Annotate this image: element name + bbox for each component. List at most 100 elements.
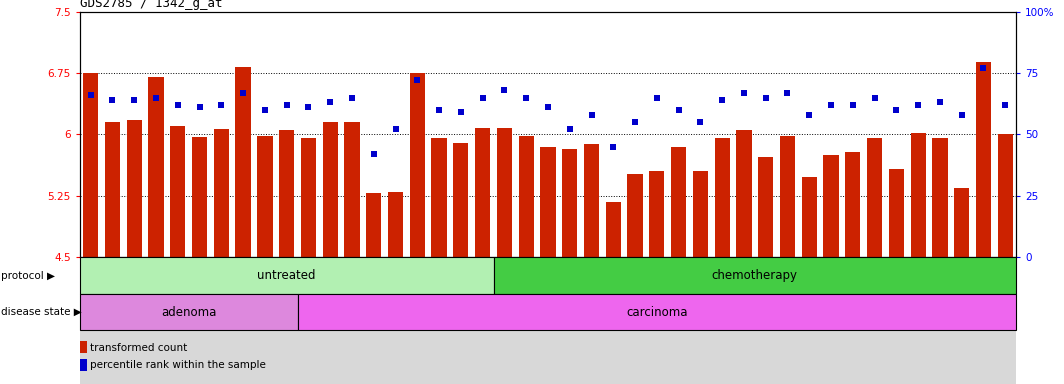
Bar — [867, 139, 882, 257]
Bar — [170, 126, 185, 257]
Bar — [80, 359, 87, 371]
Bar — [366, 194, 381, 257]
Bar — [649, 171, 664, 257]
Bar — [562, 149, 578, 257]
Bar — [105, 122, 120, 257]
Point — [866, 94, 883, 101]
Text: GDS2785 / 1342_g_at: GDS2785 / 1342_g_at — [80, 0, 222, 10]
Point — [452, 109, 469, 115]
Text: disease state ▶: disease state ▶ — [1, 307, 82, 317]
Bar — [497, 128, 512, 257]
Bar — [736, 130, 751, 257]
Point — [126, 97, 143, 103]
Point — [845, 102, 862, 108]
Bar — [322, 122, 338, 257]
Point — [801, 112, 818, 118]
Point — [104, 97, 121, 103]
Text: transformed count: transformed count — [90, 343, 187, 353]
Point — [953, 112, 970, 118]
Bar — [911, 133, 926, 257]
Point — [822, 102, 839, 108]
Bar — [605, 202, 621, 257]
Point — [627, 119, 644, 125]
Bar — [83, 73, 98, 257]
Bar — [824, 155, 838, 257]
Bar — [671, 147, 686, 257]
Bar — [518, 136, 534, 257]
Bar — [235, 67, 251, 257]
Bar — [80, 257, 494, 294]
Bar — [494, 257, 1016, 294]
Bar — [214, 129, 229, 257]
Bar — [388, 192, 403, 257]
Point — [779, 89, 796, 96]
Point — [234, 89, 251, 96]
Point — [148, 94, 165, 101]
Bar — [758, 157, 774, 257]
Point — [648, 94, 665, 101]
Text: protocol ▶: protocol ▶ — [1, 270, 55, 281]
Bar — [80, 294, 298, 330]
Bar — [541, 147, 555, 257]
Point — [496, 87, 513, 93]
Point — [997, 102, 1014, 108]
Bar — [80, 341, 87, 354]
Text: adenoma: adenoma — [161, 306, 216, 318]
Point — [583, 112, 600, 118]
Point — [409, 77, 426, 83]
Point — [387, 126, 404, 132]
Bar — [192, 137, 207, 257]
Bar — [301, 139, 316, 257]
Point — [256, 107, 273, 113]
Point — [192, 104, 209, 111]
Bar — [693, 171, 708, 257]
Bar — [475, 128, 491, 257]
Point — [300, 104, 317, 111]
Bar — [801, 177, 817, 257]
Point — [475, 94, 492, 101]
Bar — [888, 169, 904, 257]
Point — [604, 144, 621, 150]
Bar — [932, 139, 948, 257]
Point — [714, 97, 731, 103]
Bar — [628, 174, 643, 257]
Point — [518, 94, 535, 101]
Point — [365, 151, 382, 157]
Text: carcinoma: carcinoma — [626, 306, 687, 318]
Bar — [257, 136, 272, 257]
Point — [670, 107, 687, 113]
Bar — [279, 130, 295, 257]
Point — [561, 126, 578, 132]
Bar — [432, 139, 447, 257]
Point — [321, 99, 338, 106]
Bar — [298, 294, 1016, 330]
Bar — [954, 188, 969, 257]
Bar — [345, 122, 360, 257]
Point — [169, 102, 186, 108]
Point — [692, 119, 709, 125]
Point — [278, 102, 295, 108]
Point — [758, 94, 775, 101]
Bar — [715, 139, 730, 257]
Bar — [410, 73, 425, 257]
Point — [975, 65, 992, 71]
Bar — [453, 142, 468, 257]
Point — [931, 99, 948, 106]
Point — [344, 94, 361, 101]
Bar — [780, 136, 795, 257]
Point — [910, 102, 927, 108]
Bar — [998, 134, 1013, 257]
Point — [735, 89, 752, 96]
Point — [82, 92, 99, 98]
Point — [887, 107, 904, 113]
Bar — [584, 144, 599, 257]
Bar — [845, 152, 861, 257]
Point — [539, 104, 556, 111]
Point — [431, 107, 448, 113]
Text: untreated: untreated — [257, 269, 316, 282]
Bar — [148, 77, 164, 257]
Text: percentile rank within the sample: percentile rank within the sample — [90, 360, 266, 370]
Text: chemotherapy: chemotherapy — [712, 269, 798, 282]
Bar — [127, 120, 142, 257]
Point — [213, 102, 230, 108]
